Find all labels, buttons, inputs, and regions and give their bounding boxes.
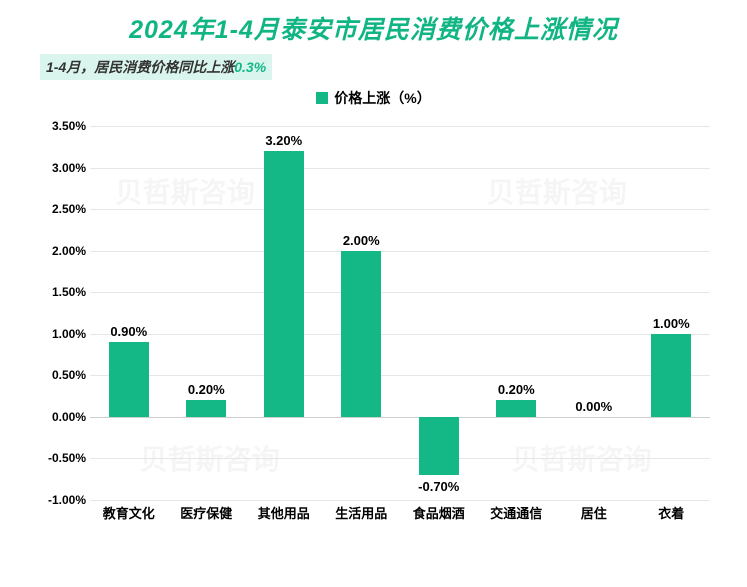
- bar-slot: 3.20%其他用品: [245, 126, 323, 500]
- legend: 价格上涨（%）: [20, 84, 727, 116]
- chart-container: 2024年1-4月泰安市居民消费价格上涨情况 1-4月，居民消费价格同比上涨 0…: [0, 0, 747, 587]
- bar: [496, 400, 536, 417]
- x-tick-label: 交通通信: [490, 503, 542, 522]
- bar-slot: -0.70%食品烟酒: [400, 126, 478, 500]
- x-tick-label: 衣着: [658, 503, 684, 522]
- bar-value-label: 0.20%: [188, 382, 225, 397]
- subtitle-value: 0.3%: [234, 59, 266, 75]
- y-tick-label: 3.50%: [36, 119, 86, 133]
- bar-value-label: 0.90%: [110, 324, 147, 339]
- bar-slot: 0.90%教育文化: [90, 126, 168, 500]
- plot-inner: 贝哲斯咨询 贝哲斯咨询 贝哲斯咨询 贝哲斯咨询 -1.00%-0.50%0.00…: [90, 126, 710, 500]
- bar-slot: 1.00%衣着: [633, 126, 711, 500]
- bar-value-label: 0.20%: [498, 382, 535, 397]
- bar-slot: 2.00%生活用品: [323, 126, 401, 500]
- bar: [264, 151, 304, 417]
- y-tick-label: 0.50%: [36, 368, 86, 382]
- bar-value-label: -0.70%: [418, 479, 459, 494]
- x-tick-label: 居住: [581, 503, 607, 522]
- bar: [419, 417, 459, 475]
- y-tick-label: -1.00%: [36, 493, 86, 507]
- y-tick-label: 3.00%: [36, 161, 86, 175]
- legend-item: 价格上涨（%）: [316, 88, 430, 108]
- chart-title: 2024年1-4月泰安市居民消费价格上涨情况: [20, 10, 727, 46]
- bar: [341, 251, 381, 417]
- bar-value-label: 1.00%: [653, 316, 690, 331]
- subtitle-box: 1-4月，居民消费价格同比上涨 0.3%: [40, 54, 272, 80]
- bar-slot: 0.20%交通通信: [478, 126, 556, 500]
- x-tick-label: 生活用品: [335, 503, 387, 522]
- bar-value-label: 3.20%: [265, 133, 302, 148]
- grid-line: [90, 500, 710, 501]
- x-tick-label: 其他用品: [258, 503, 310, 522]
- bar-slot: 0.00%居住: [555, 126, 633, 500]
- y-tick-label: 2.50%: [36, 202, 86, 216]
- y-tick-label: -0.50%: [36, 451, 86, 465]
- legend-label: 价格上涨（%）: [334, 88, 430, 108]
- subtitle-prefix: 1-4月，居民消费价格同比上涨: [46, 57, 234, 77]
- bar-value-label: 0.00%: [575, 399, 612, 414]
- bar: [651, 334, 691, 417]
- bars-group: 0.90%教育文化0.20%医疗保健3.20%其他用品2.00%生活用品-0.7…: [90, 126, 710, 500]
- y-tick-label: 2.00%: [36, 244, 86, 258]
- plot-area: 贝哲斯咨询 贝哲斯咨询 贝哲斯咨询 贝哲斯咨询 -1.00%-0.50%0.00…: [40, 116, 720, 526]
- bar-slot: 0.20%医疗保健: [168, 126, 246, 500]
- y-tick-label: 0.00%: [36, 410, 86, 424]
- legend-swatch: [316, 92, 328, 104]
- x-tick-label: 教育文化: [103, 503, 155, 522]
- x-tick-label: 食品烟酒: [413, 503, 465, 522]
- y-tick-label: 1.50%: [36, 285, 86, 299]
- bar-value-label: 2.00%: [343, 233, 380, 248]
- bar: [186, 400, 226, 417]
- x-tick-label: 医疗保健: [180, 503, 232, 522]
- y-tick-label: 1.00%: [36, 327, 86, 341]
- subtitle-row: 1-4月，居民消费价格同比上涨 0.3%: [20, 54, 727, 80]
- bar: [109, 342, 149, 417]
